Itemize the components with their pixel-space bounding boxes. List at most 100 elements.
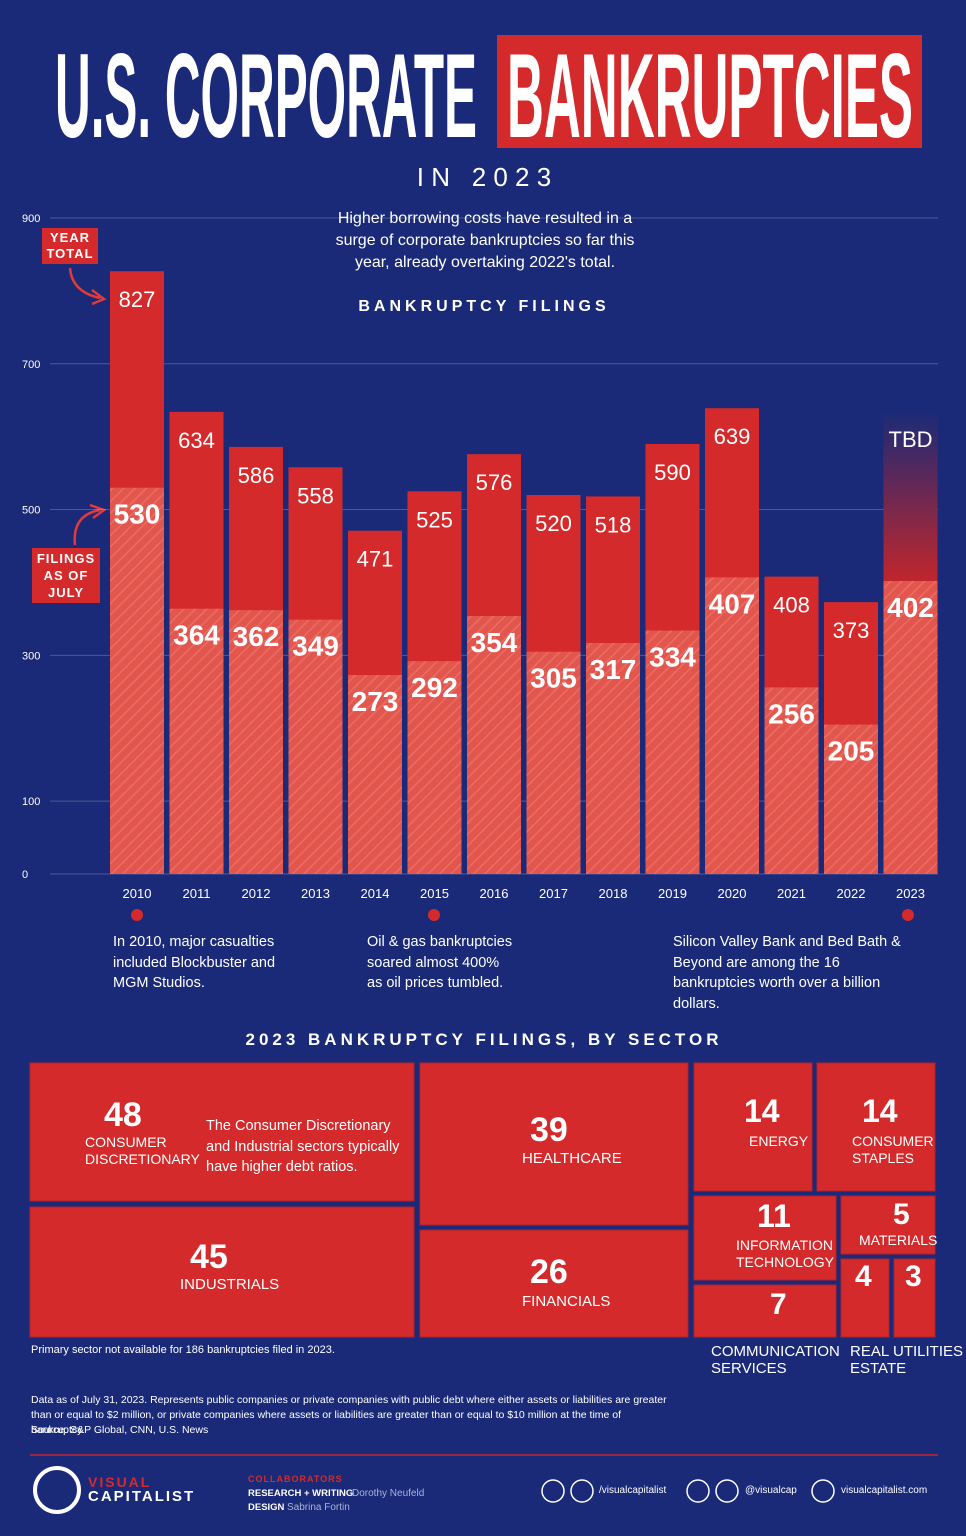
website[interactable]: visualcapitalist.com	[841, 1485, 928, 1496]
x-tick-label: 2011	[183, 886, 211, 901]
sector-value: 4	[855, 1260, 872, 1293]
x-tick-label: 2010	[123, 886, 152, 901]
annotation: Oil & gas bankruptcies soared almost 400…	[367, 934, 513, 991]
value-label: 471	[357, 547, 394, 572]
footnote: Primary sector not available for 186 ban…	[31, 1344, 335, 1356]
sector-box	[693, 1284, 837, 1338]
icon-youtube[interactable]	[570, 1479, 594, 1503]
sector-name: MATERIALS	[859, 1232, 938, 1248]
annotation-dot	[131, 909, 143, 921]
bar-filings-july	[169, 608, 224, 874]
value-label: 402	[887, 592, 934, 623]
credits-role: DESIGN	[248, 1502, 285, 1513]
sector-name: ENERGY	[749, 1133, 809, 1149]
y-tick-label: 500	[22, 505, 40, 517]
annotation: In 2010, major casualties included Block…	[113, 934, 276, 991]
sector-value: 11	[757, 1198, 791, 1234]
sector-box	[419, 1229, 689, 1338]
bar-filings-july	[229, 610, 283, 874]
x-tick-label: 2014	[361, 886, 390, 901]
sector-name: HEALTHCARE	[522, 1150, 622, 1167]
sector-value: 48	[104, 1096, 142, 1134]
sector-value: 7	[770, 1288, 787, 1321]
credits-name: Dorothy Neufeld	[352, 1488, 425, 1499]
x-tick-label: 2022	[837, 886, 866, 901]
subtitle: I N 2 0 2 3	[417, 162, 551, 192]
pending-label: TBD	[889, 427, 933, 452]
x-tick-label: 2021	[777, 886, 806, 901]
value-label: 520	[535, 511, 572, 536]
sector-box	[840, 1258, 890, 1338]
bar-filings-july	[824, 724, 878, 874]
value-label: 530	[114, 499, 161, 530]
x-tick-label: 2012	[242, 886, 271, 901]
x-tick-label: 2015	[420, 886, 449, 901]
source-line: Source: S&P Global, CNN, U.S. News	[31, 1424, 209, 1436]
y-tick-label: 100	[22, 796, 40, 808]
bar-filings-july	[110, 487, 164, 874]
legend-year-total: YEAR TOTAL	[42, 228, 98, 264]
value-label: 558	[297, 483, 334, 508]
sector-note: The Consumer Discretionary and Industria…	[206, 1118, 400, 1175]
sector-name: COMMUNICATION SERVICES	[711, 1343, 840, 1377]
y-tick-label: 700	[22, 359, 40, 371]
value-label: 827	[119, 287, 156, 312]
icon-facebook[interactable]	[541, 1479, 565, 1503]
sector-box	[29, 1206, 415, 1338]
title-highlight	[497, 35, 922, 148]
value-label: 639	[714, 424, 751, 449]
sector-title: 2023 BANKRUPTCY FILINGS, BY SECTOR	[245, 1030, 723, 1049]
source-text: Data as of July 31, 2023. Represents pub…	[31, 1394, 667, 1436]
icon-web[interactable]	[811, 1479, 835, 1503]
value-label: 317	[590, 654, 637, 685]
brand: VISUAL	[88, 1474, 152, 1490]
annotation-dot	[428, 909, 440, 921]
credits-heading: COLLABORATORS	[248, 1474, 343, 1484]
y-tick-label: 900	[22, 213, 40, 225]
social-handle[interactable]: @visualcap	[745, 1485, 797, 1496]
sector-box	[840, 1195, 936, 1255]
value-label: 205	[828, 736, 875, 767]
chart-title: BANKRUPTCY FILINGS	[358, 298, 610, 315]
arrow	[73, 503, 107, 546]
social-handle[interactable]: /visualcapitalist	[599, 1485, 667, 1496]
credits-role: RESEARCH + WRITING	[248, 1488, 354, 1499]
value-label: 305	[530, 663, 577, 694]
sector-name: INDUSTRIALS	[180, 1276, 280, 1293]
annotation: Silicon Valley Bank and Bed Bath & Beyon…	[673, 934, 901, 1012]
bar-filings-july	[705, 577, 759, 874]
value-label: 373	[833, 618, 870, 643]
value-label: 349	[292, 631, 339, 662]
sector-box	[816, 1062, 936, 1192]
x-tick-label: 2020	[718, 886, 747, 901]
bar-filings-july	[407, 661, 462, 874]
sector-name: REAL ESTATE	[850, 1343, 907, 1377]
value-label: 525	[416, 507, 453, 532]
sector-name: INFORMATION TECHNOLOGY	[736, 1237, 835, 1270]
sector-box	[893, 1258, 936, 1338]
bar-filings-july	[764, 687, 819, 874]
value-label: 408	[773, 593, 810, 618]
x-tick-label: 2023	[896, 886, 925, 901]
value-label: 364	[173, 620, 220, 651]
bar-filings-july	[288, 619, 343, 874]
arrow	[68, 267, 107, 306]
sector-box	[693, 1062, 813, 1192]
title: U.S. CORPORATE	[55, 29, 477, 163]
sector-value: 3	[905, 1260, 922, 1293]
y-tick-label: 300	[22, 650, 40, 662]
icon-instagram[interactable]	[715, 1479, 739, 1503]
x-tick-label: 2017	[539, 886, 568, 901]
sector-name: UTILITIES	[893, 1343, 964, 1360]
value-label: 256	[768, 698, 815, 729]
chart-description: Higher borrowing costs have resulted in …	[335, 210, 635, 271]
value-label: 518	[595, 512, 632, 537]
sector-name: FINANCIALS	[522, 1293, 611, 1310]
bar-filings-july	[586, 642, 640, 874]
icon-twitter[interactable]	[686, 1479, 710, 1503]
x-tick-label: 2016	[480, 886, 509, 901]
x-tick-label: 2018	[599, 886, 628, 901]
value-label: 334	[649, 642, 696, 673]
value-label: 273	[352, 686, 399, 717]
